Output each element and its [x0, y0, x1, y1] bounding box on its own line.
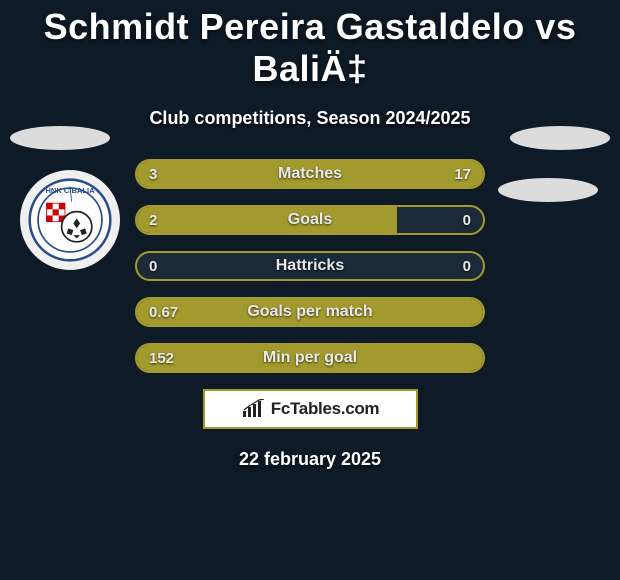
oval-left-player — [10, 126, 110, 150]
oval-right-club — [498, 178, 598, 202]
stat-row-min-per-goal: 152 Min per goal — [135, 343, 485, 373]
stat-label: Hattricks — [137, 253, 483, 279]
stat-row-goals-per-match: 0.67 Goals per match — [135, 297, 485, 327]
stat-row-hattricks: 0 Hattricks 0 — [135, 251, 485, 281]
bar-chart-icon — [241, 399, 267, 419]
stat-bar-left — [137, 207, 397, 233]
stat-row-goals: 2 Goals 0 — [135, 205, 485, 235]
cibalia-badge-icon: HNK CIBALIA — [28, 178, 112, 262]
brand-text: FcTables.com — [271, 399, 380, 419]
stat-bar-left — [137, 345, 483, 371]
subtitle: Club competitions, Season 2024/2025 — [0, 108, 620, 129]
club-badge-left: HNK CIBALIA — [20, 170, 120, 270]
stat-bar-left — [137, 299, 483, 325]
stat-bar-left — [137, 161, 189, 187]
brand-box[interactable]: FcTables.com — [203, 389, 418, 429]
page-title: Schmidt Pereira Gastaldelo vs BaliÄ‡ — [0, 0, 620, 90]
stat-value-right: 0 — [451, 253, 483, 279]
stat-value-left: 0 — [137, 253, 169, 279]
stat-value-right: 0 — [451, 207, 483, 233]
stats-container: 3 Matches 17 2 Goals 0 0 Hattricks 0 0.6… — [135, 159, 485, 373]
date-line: 22 february 2025 — [0, 449, 620, 470]
stat-bar-right — [189, 161, 483, 187]
stat-row-matches: 3 Matches 17 — [135, 159, 485, 189]
oval-right-player — [510, 126, 610, 150]
